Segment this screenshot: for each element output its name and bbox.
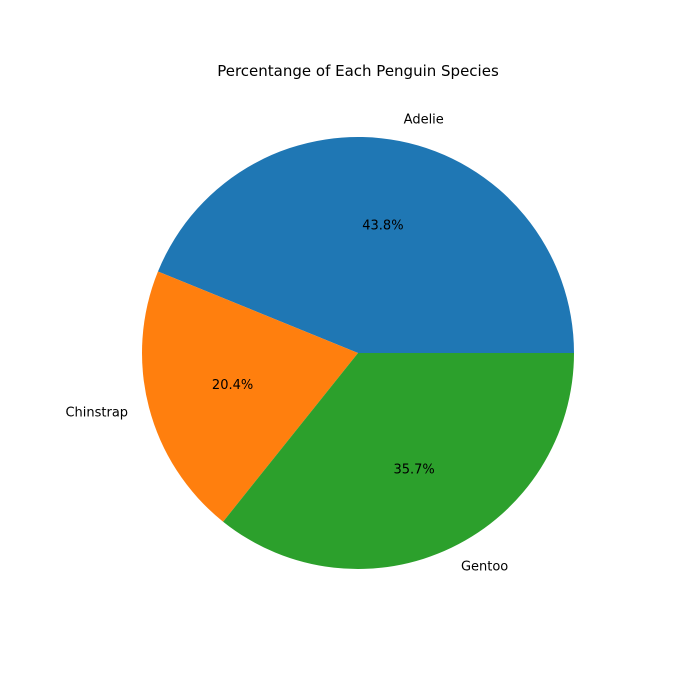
slice-percent-chinstrap: 20.4% xyxy=(212,378,253,393)
slice-percent-adelie: 43.8% xyxy=(362,218,403,233)
pie-slice-adelie xyxy=(157,136,574,353)
chart-title: Percentange of Each Penguin Species xyxy=(217,62,499,80)
slice-label-gentoo: Gentoo xyxy=(461,560,508,575)
slice-percent-gentoo: 35.7% xyxy=(393,462,434,477)
pie-slice-gentoo xyxy=(223,353,574,570)
slice-label-chinstrap: Chinstrap xyxy=(65,405,128,420)
slice-label-adelie: Adelie xyxy=(404,112,444,127)
pie-labels: Adelie 43.8% Chinstrap 20.4% Gentoo 35.7% xyxy=(65,112,508,574)
pie-slices xyxy=(141,136,574,570)
pie-slice-chinstrap xyxy=(141,271,358,522)
